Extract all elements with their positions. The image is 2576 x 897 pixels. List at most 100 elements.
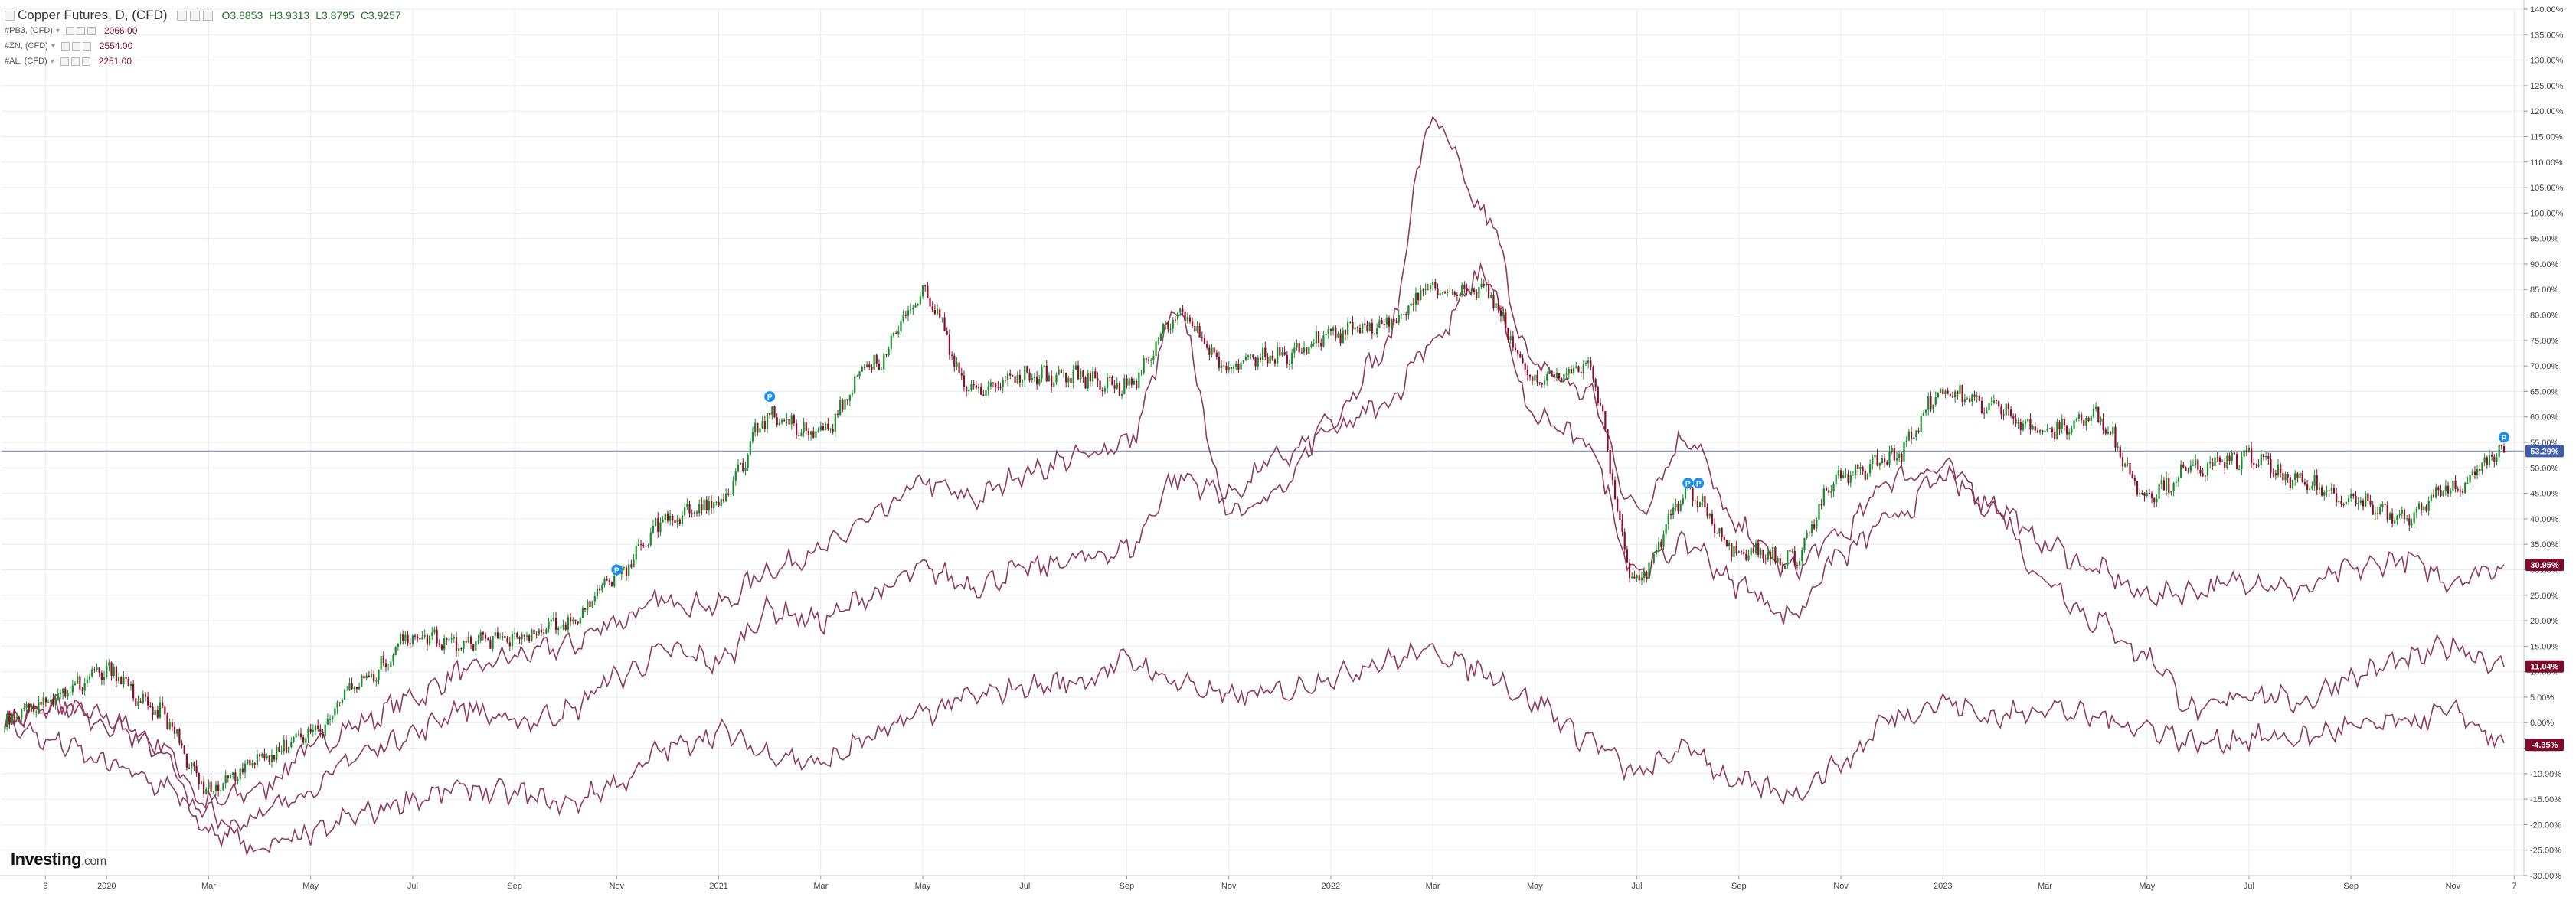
candle-body <box>1130 378 1133 385</box>
candle-body <box>572 619 574 622</box>
y-tick-label: -10.00% <box>2530 770 2561 779</box>
candle-body <box>88 676 91 680</box>
candle-body <box>681 515 684 524</box>
candle-body <box>1524 363 1526 370</box>
candle-body <box>54 698 57 705</box>
event-marker-glyph: P <box>767 393 773 402</box>
hide-icon[interactable] <box>189 10 200 21</box>
candle-body <box>1485 284 1488 286</box>
candle-body <box>652 525 655 533</box>
candle-body <box>421 636 423 640</box>
candle-body <box>227 775 229 778</box>
candle-body <box>1604 410 1607 429</box>
candle-body <box>966 387 968 392</box>
settings-icon[interactable] <box>60 41 70 51</box>
candle-body <box>2450 490 2452 494</box>
candle-body <box>2411 523 2413 526</box>
close-icon[interactable] <box>82 41 91 51</box>
candle-body <box>195 765 198 773</box>
candle-body <box>465 641 467 643</box>
candle-body <box>280 751 283 752</box>
candle-body <box>1706 507 1708 517</box>
x-axis: 6 2020 Mar May Jul Sep Nov 2021 Mar May Jul Sep Nov 2… <box>43 876 2516 891</box>
candle-body <box>2114 426 2117 448</box>
candle-body <box>397 644 399 647</box>
settings-icon[interactable] <box>66 26 74 35</box>
close-icon[interactable] <box>202 10 213 21</box>
candle-body <box>1954 391 1957 398</box>
candle-body <box>123 677 125 685</box>
candle-body <box>336 702 338 709</box>
candle-body <box>2015 418 2017 424</box>
candle-body <box>2464 483 2466 494</box>
candle-body <box>1910 431 1913 439</box>
candle-body <box>1713 524 1716 533</box>
candle-body <box>1868 464 1872 474</box>
compare-name[interactable]: #AL, (CFD) <box>5 57 47 66</box>
compare-name[interactable]: #ZN, (CFD) <box>5 41 48 51</box>
candle-body <box>2036 430 2039 433</box>
candle-body <box>1213 347 1215 353</box>
candle-body <box>2110 432 2112 435</box>
candle-body <box>1055 374 1058 383</box>
candle-body <box>2243 450 2245 457</box>
candle-body <box>2034 426 2036 431</box>
chevron-down-icon[interactable]: ▾ <box>51 41 55 51</box>
candle-body <box>1414 292 1417 305</box>
candle-body <box>2195 459 2197 465</box>
candle-body <box>2427 501 2430 511</box>
event-marker-glyph: P <box>2502 434 2507 442</box>
value-badge-label: 30.95% <box>2530 561 2559 570</box>
candle-body <box>676 519 678 524</box>
candle-body <box>693 512 695 514</box>
settings-icon[interactable] <box>176 10 187 21</box>
y-tick-label: 100.00% <box>2530 209 2564 218</box>
candle-body <box>742 462 744 471</box>
candle-body <box>2051 428 2054 433</box>
candle-body <box>2388 513 2391 520</box>
main-symbol-title[interactable]: Copper Futures, D, (CFD) <box>18 8 168 22</box>
candle-body <box>322 732 324 736</box>
candle-body <box>1286 354 1288 365</box>
candle-body <box>1658 541 1660 550</box>
hide-icon[interactable] <box>77 26 85 35</box>
close-icon[interactable] <box>87 26 96 35</box>
candle-body <box>2131 474 2133 478</box>
candle-body <box>1184 311 1186 321</box>
candle-body <box>168 722 171 729</box>
candle-body <box>431 632 433 636</box>
candle-body <box>332 715 334 719</box>
candle-body <box>608 580 610 583</box>
candle-body <box>751 432 754 442</box>
close-icon[interactable] <box>81 57 90 66</box>
candle-body <box>548 621 550 630</box>
candle-body <box>2493 456 2496 462</box>
candle-body <box>1731 543 1733 557</box>
candle-body <box>858 371 861 377</box>
candle-body <box>460 648 463 650</box>
collapse-toggle-icon[interactable] <box>5 10 15 21</box>
candle-body <box>453 637 455 639</box>
candle-body <box>924 285 927 287</box>
y-tick-label: 90.00% <box>2530 260 2559 269</box>
legend-compare-row: #ZN, (CFD) ▾ 2554.00 <box>5 38 401 54</box>
candle-body <box>309 729 312 732</box>
candle-body <box>2355 496 2357 505</box>
hide-icon[interactable] <box>70 57 80 66</box>
candle-body <box>1924 409 1927 413</box>
chevron-down-icon[interactable]: ▾ <box>50 57 54 66</box>
chevron-down-icon[interactable]: ▾ <box>55 26 60 35</box>
candle-body <box>625 567 628 576</box>
hide-icon[interactable] <box>71 41 80 51</box>
compare-name[interactable]: #PB3, (CFD) <box>5 26 53 35</box>
candle-body <box>718 501 720 506</box>
candle-body <box>2071 428 2073 432</box>
candle-body <box>1373 333 1376 335</box>
candle-body <box>1881 458 1884 463</box>
settings-icon[interactable] <box>60 57 69 66</box>
candle-body <box>1779 558 1781 566</box>
candle-body <box>1944 390 1947 394</box>
candle-body <box>2338 501 2340 503</box>
candle-body <box>164 706 166 715</box>
